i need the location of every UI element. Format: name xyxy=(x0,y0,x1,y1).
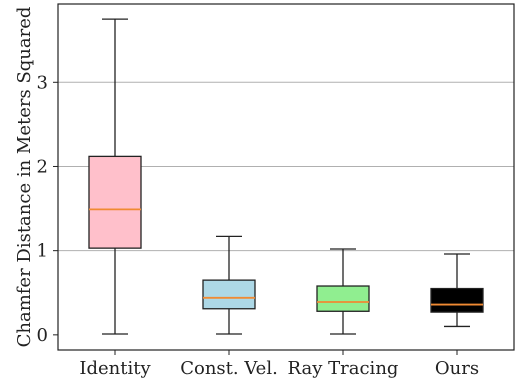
box-group-0 xyxy=(88,18,142,335)
y-tick-label-1: 1 xyxy=(37,241,48,262)
y-tick-label-2: 2 xyxy=(37,156,48,177)
x-tick-label-3: Ours xyxy=(435,358,479,379)
x-axis-ticks: Identity Const. Vel. Ray Tracing Ours xyxy=(79,350,479,379)
box-group-2 xyxy=(316,248,370,335)
iqr-box xyxy=(316,285,370,312)
iqr-box xyxy=(88,155,142,249)
x-tick-label-2: Ray Tracing xyxy=(288,358,399,379)
y-axis-ticks: 0 1 2 3 xyxy=(37,72,58,346)
box-series xyxy=(88,18,484,335)
iqr-box xyxy=(430,287,484,313)
box-group-1 xyxy=(202,235,256,335)
y-tick-label-3: 3 xyxy=(37,72,48,93)
plot-frame xyxy=(57,3,515,351)
box-group-3 xyxy=(430,253,484,328)
x-tick-label-0: Identity xyxy=(79,358,151,379)
y-axis-title: Chamfer Distance in Meters Squared xyxy=(14,7,35,348)
x-tick-label-1: Const. Vel. xyxy=(180,358,278,379)
iqr-box xyxy=(202,279,256,310)
y-tick-label-0: 0 xyxy=(37,325,48,346)
